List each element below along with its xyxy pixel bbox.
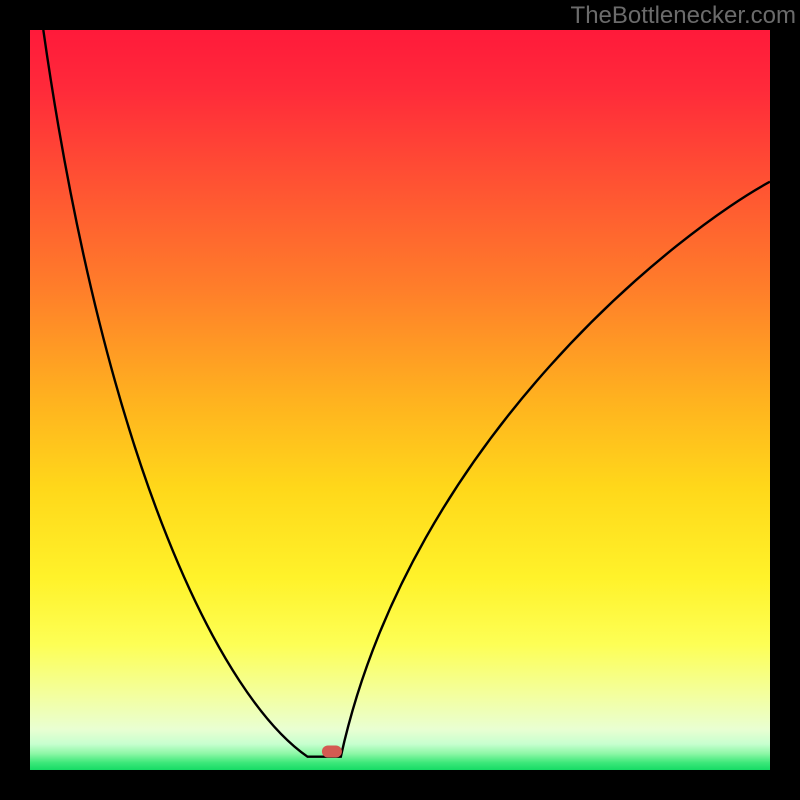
chart-svg	[30, 30, 770, 770]
valley-marker	[322, 746, 342, 758]
chart-plot-area	[30, 30, 770, 770]
watermark-label: TheBottlenecker.com	[571, 2, 796, 30]
stage: TheBottlenecker.com	[0, 0, 800, 800]
chart-background	[30, 30, 770, 770]
